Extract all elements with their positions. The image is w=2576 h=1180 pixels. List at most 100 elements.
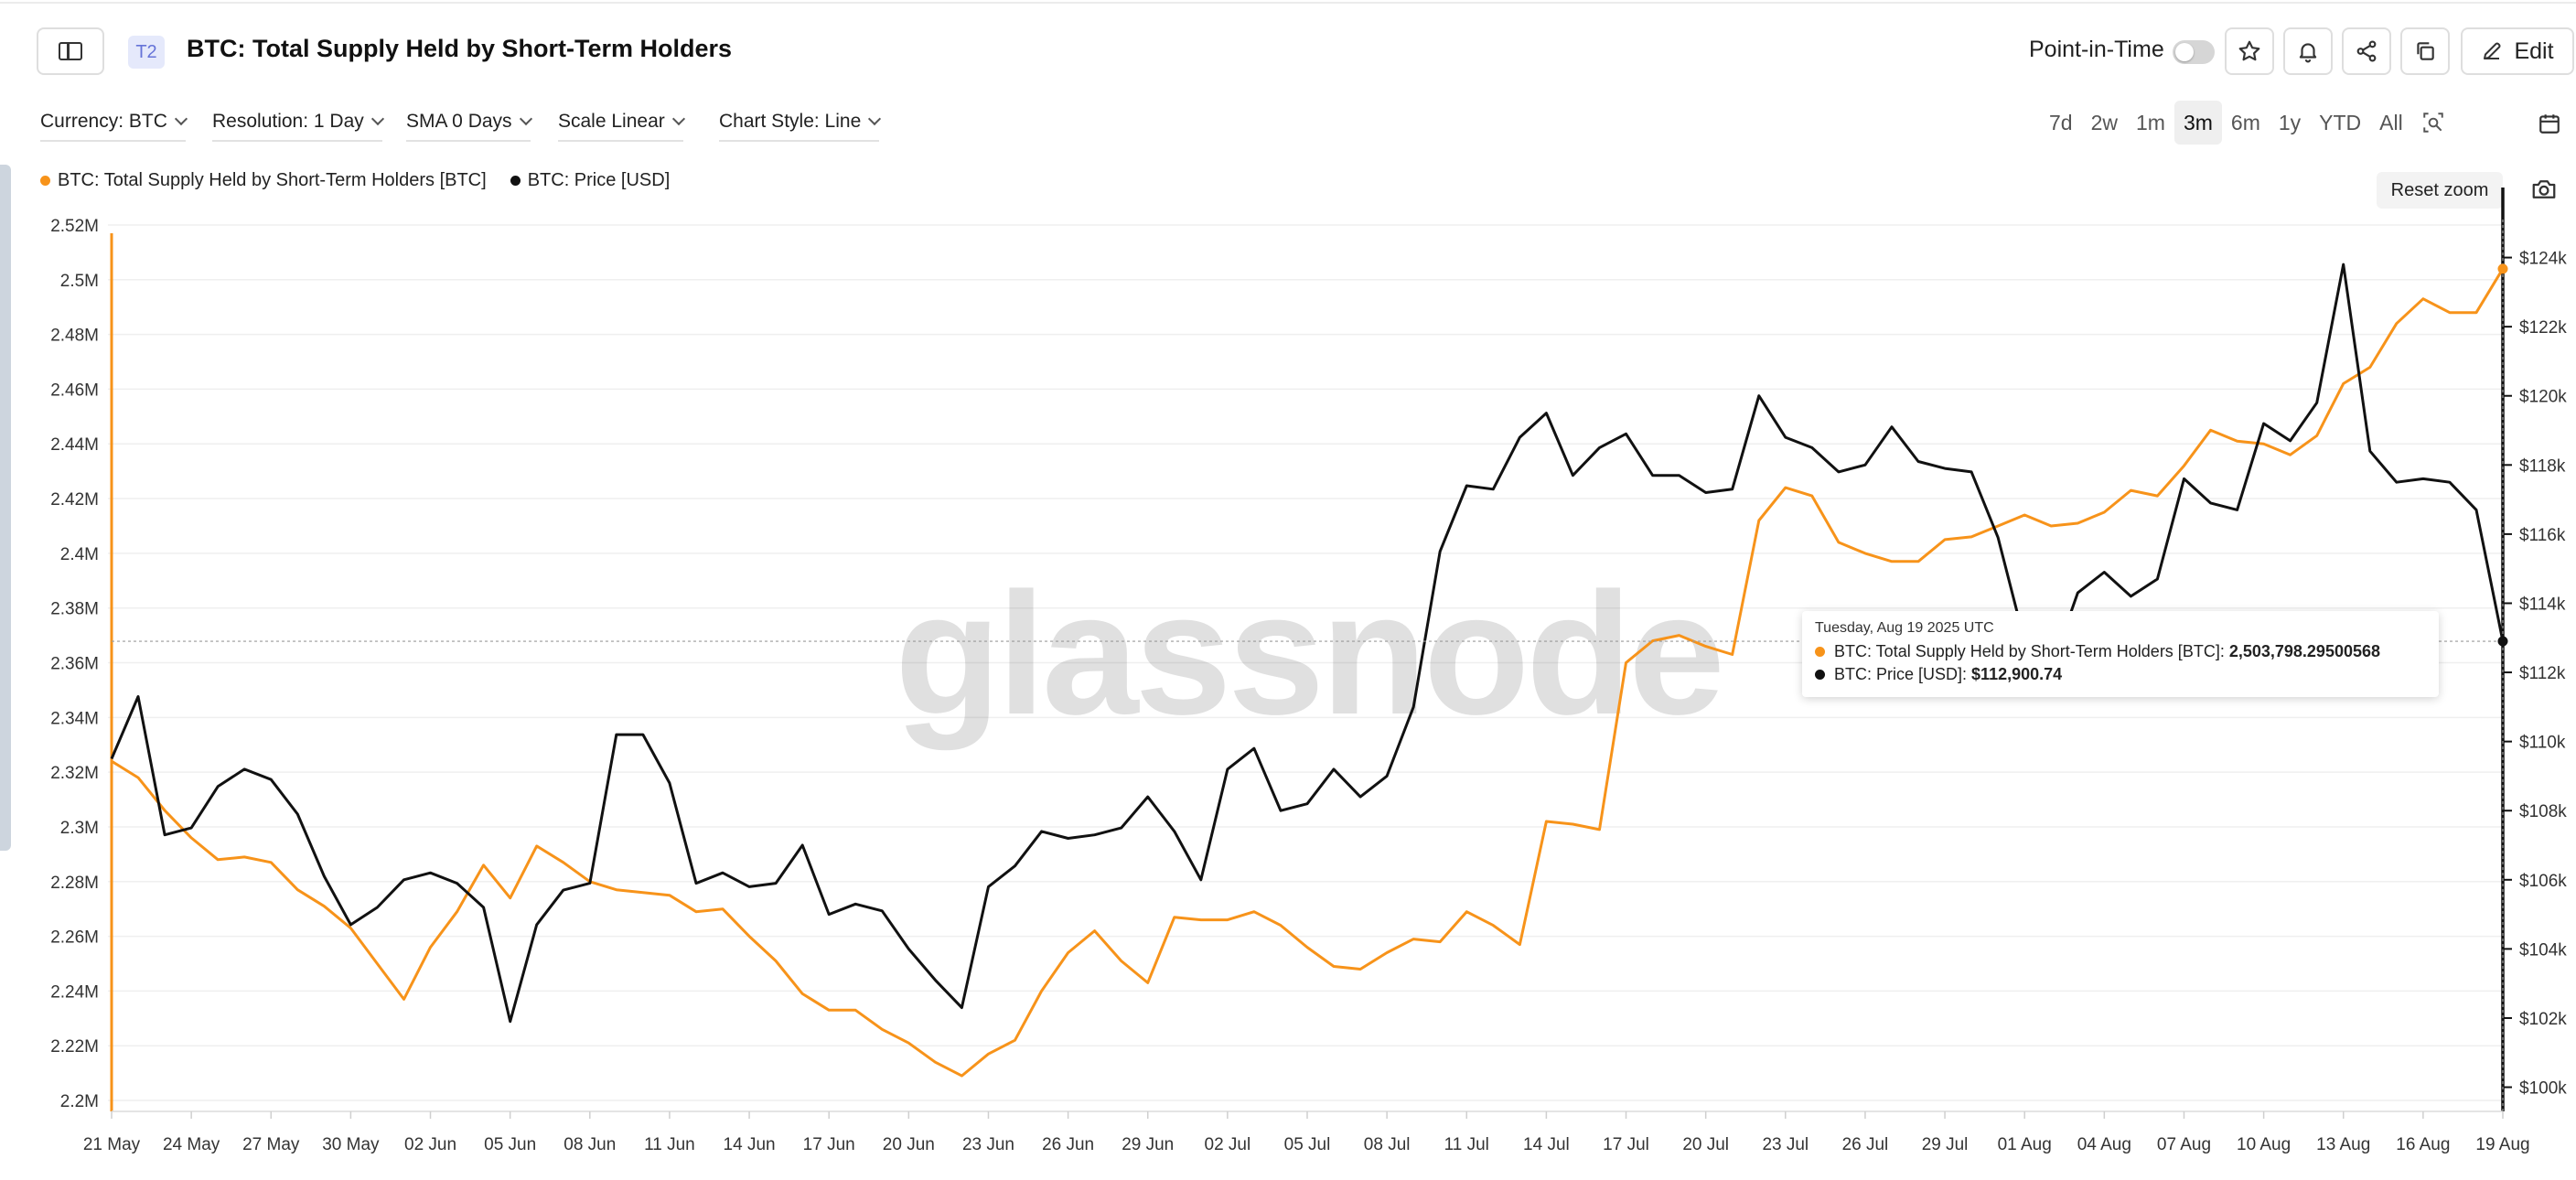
right-tick-label: $110k <box>2519 734 2566 753</box>
bell-icon <box>2299 43 2317 63</box>
range-all[interactable]: All <box>2379 110 2403 134</box>
legend-dot-price <box>510 176 521 186</box>
range-1y[interactable]: 1y <box>2278 110 2302 134</box>
scale-label: Scale Linear <box>558 111 665 132</box>
alert-button[interactable] <box>2283 27 2333 75</box>
point-in-time-toggle[interactable] <box>2173 40 2215 64</box>
left-tick-label: 2.5M <box>60 272 99 291</box>
scale-select[interactable]: Scale Linear <box>558 111 685 142</box>
x-tick-label: 14 Jun <box>724 1135 776 1154</box>
sma-select[interactable]: SMA 0 Days <box>406 111 532 142</box>
share-button[interactable] <box>2342 27 2391 75</box>
price-series-line <box>110 263 2505 1024</box>
x-tick-label: 24 May <box>163 1135 220 1154</box>
right-tick-label: $106k <box>2519 872 2567 891</box>
x-tick-label: 08 Jul <box>1364 1135 1411 1154</box>
left-tick-label: 2.3M <box>60 819 99 838</box>
x-tick-label: 19 Aug <box>2475 1135 2529 1154</box>
tooltip-price-label: BTC: Price [USD]: <box>1834 665 1968 683</box>
x-tick-label: 27 May <box>242 1135 300 1154</box>
x-tick-label: 11 Jun <box>644 1135 695 1154</box>
x-tick-label: 14 Jul <box>1523 1135 1570 1154</box>
x-tick-label: 17 Jun <box>803 1135 855 1154</box>
x-tick-label: 23 Jun <box>962 1135 1014 1154</box>
right-tick-label: $124k <box>2519 250 2567 269</box>
tooltip-price-value: $112,900.74 <box>1971 665 2063 683</box>
left-tick-label: 2.36M <box>50 655 99 674</box>
series-lines <box>110 263 2505 1078</box>
legend-item-supply[interactable]: BTC: Total Supply Held by Short-Term Hol… <box>40 170 487 191</box>
left-tick-label: 2.52M <box>50 217 99 236</box>
sma-label: SMA 0 Days <box>406 111 512 132</box>
watermark: glassnode <box>895 557 1722 751</box>
range-1m[interactable]: 1m <box>2136 110 2165 134</box>
calendar-icon <box>2539 114 2560 134</box>
right-tick-label: $100k <box>2519 1079 2567 1099</box>
duplicate-button[interactable] <box>2400 27 2450 75</box>
zoom-select-button[interactable] <box>2412 101 2454 145</box>
left-tick-label: 2.32M <box>50 764 99 783</box>
resolution-label: Resolution: 1 Day <box>212 111 364 132</box>
edit-label: Edit <box>2514 38 2554 64</box>
grid-lines <box>108 224 2503 1101</box>
range-7d[interactable]: 7d <box>2049 110 2073 134</box>
chart-legend: BTC: Total Supply Held by Short-Term Hol… <box>40 170 670 191</box>
range-ytd[interactable]: YTD <box>2319 110 2362 134</box>
point-in-time-label: Point-in-Time <box>2029 37 2164 62</box>
favorite-button[interactable] <box>2225 27 2274 75</box>
pencil-icon <box>2484 42 2501 59</box>
right-axis: $100k $102k $104k $106k $108k $110k $112k $114k… <box>2501 188 2567 1111</box>
edit-button[interactable]: Edit <box>2461 27 2574 75</box>
currency-label: Currency: BTC <box>40 111 167 132</box>
star-icon <box>2238 40 2260 61</box>
legend-item-price[interactable]: BTC: Price [USD] <box>510 170 671 191</box>
right-tick-label: $120k <box>2519 388 2567 407</box>
x-tick-label: 17 Jul <box>1603 1135 1649 1154</box>
date-picker-button[interactable] <box>2527 102 2572 145</box>
right-tick-label: $116k <box>2519 526 2566 545</box>
tooltip-row-price: BTC: Price [USD]: $112,900.74 <box>1815 665 2426 684</box>
range-selector: 7d 2w 1m 3m 6m 1y YTD All <box>2040 101 2454 145</box>
legend-label-price: BTC: Price [USD] <box>527 170 671 190</box>
top-divider <box>0 2 2576 4</box>
range-3m[interactable]: 3m <box>2174 101 2222 145</box>
range-2w[interactable]: 2w <box>2090 110 2118 134</box>
chart-style-select[interactable]: Chart Style: Line <box>719 111 882 142</box>
x-tick-label: 20 Jul <box>1682 1135 1729 1154</box>
page-title: BTC: Total Supply Held by Short-Term Hol… <box>187 35 733 62</box>
share-icon <box>2356 40 2377 62</box>
x-tick-label: 10 Aug <box>2237 1135 2291 1154</box>
screenshot-button[interactable] <box>2530 176 2558 203</box>
zoom-select-icon <box>2422 113 2443 133</box>
tooltip-row-supply: BTC: Total Supply Held by Short-Term Hol… <box>1815 642 2426 661</box>
left-tick-label: 2.22M <box>50 1037 99 1057</box>
supply-hover-point <box>2497 263 2508 274</box>
x-tick-label: 08 Jun <box>564 1135 616 1154</box>
camera-icon <box>2532 180 2556 198</box>
right-tick-label: $118k <box>2519 456 2566 476</box>
range-6m[interactable]: 6m <box>2230 110 2260 134</box>
currency-select[interactable]: Currency: BTC <box>40 111 188 142</box>
right-tick-label: $112k <box>2519 664 2566 683</box>
resolution-select[interactable]: Resolution: 1 Day <box>212 111 384 142</box>
price-hover-point <box>2497 636 2508 647</box>
toggle-sidebar-button[interactable] <box>37 27 104 75</box>
left-tick-label: 2.48M <box>50 327 99 346</box>
legend-dot-supply <box>40 176 50 186</box>
left-tick-label: 2.2M <box>60 1092 99 1111</box>
reset-zoom-button[interactable]: Reset zoom <box>2377 172 2503 209</box>
left-tick-label: 2.44M <box>50 435 99 455</box>
right-tick-label: $114k <box>2519 595 2566 614</box>
copy-icon <box>2417 42 2434 60</box>
x-tick-label: 26 Jul <box>1842 1135 1889 1154</box>
x-tick-label: 13 Aug <box>2316 1135 2370 1154</box>
x-tick-label: 29 Jul <box>1922 1135 1969 1154</box>
left-tick-label: 2.42M <box>50 490 99 510</box>
left-tick-label: 2.38M <box>50 600 99 619</box>
right-tick-label: $104k <box>2519 940 2567 960</box>
left-tick-label: 2.26M <box>50 928 99 948</box>
left-scrollbar[interactable] <box>0 165 11 851</box>
right-tick-label: $108k <box>2519 802 2567 821</box>
x-axis: 21 May 24 May 27 May 30 May 02 Jun 05 Jun 08 J… <box>83 1110 2530 1154</box>
